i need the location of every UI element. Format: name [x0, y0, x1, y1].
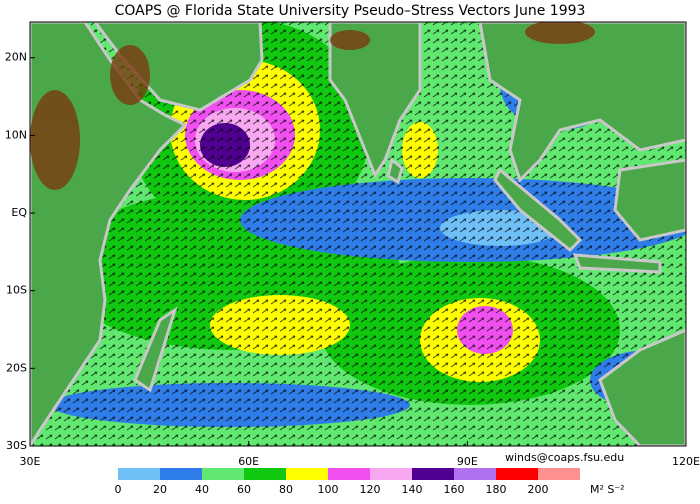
y-tick-label: 20S [6, 361, 27, 374]
x-tick-label: 30E [20, 455, 41, 468]
borneo [613, 158, 686, 242]
colorbar-swatch [244, 468, 286, 480]
x-tick-label: 90E [457, 455, 478, 468]
colorbar-label: 120 [360, 483, 381, 496]
se-asia [478, 22, 686, 183]
colorbar-swatch [454, 468, 496, 480]
x-tick-label: 60E [238, 455, 259, 468]
sri-lanka [386, 157, 404, 185]
credit: winds@coaps.fsu.edu [505, 451, 624, 464]
colorbar-swatch [202, 468, 244, 480]
y-tick-label: 10N [5, 128, 27, 141]
map-frame [29, 21, 687, 447]
y-tick-label: 30S [6, 439, 27, 452]
x-tick-label: 120E [672, 455, 700, 468]
australia [598, 328, 686, 446]
title: COAPS @ Florida State University Pseudo–… [115, 3, 586, 19]
colorbar-swatch [538, 468, 580, 480]
y-tick-label: EQ [11, 206, 27, 219]
colorbar-label: 40 [195, 483, 209, 496]
colorbar-label: 140 [402, 483, 423, 496]
colorbar-label: 180 [486, 483, 507, 496]
colorbar-swatch [160, 468, 202, 480]
madagascar [133, 306, 178, 393]
colorbar-swatch [286, 468, 328, 480]
colorbar-label: 60 [237, 483, 251, 496]
sumatra [493, 167, 583, 253]
y-tick-label: 10S [6, 284, 27, 297]
colorbar-label: 200 [528, 483, 549, 496]
india [328, 22, 422, 179]
colorbar-swatch [496, 468, 538, 480]
colorbar-label: 0 [115, 483, 122, 496]
colorbar-swatch [328, 468, 370, 480]
map-body [30, 22, 686, 446]
colorbar-swatch [370, 468, 412, 480]
colorbar-swatch [118, 468, 160, 480]
java [572, 253, 662, 274]
colorbar-label: 160 [444, 483, 465, 496]
colorbar-units: M² S⁻² [590, 483, 625, 496]
colorbar-label: 20 [153, 483, 167, 496]
colorbar-label: 100 [318, 483, 339, 496]
highlands [30, 22, 595, 190]
colorbar-label: 80 [279, 483, 293, 496]
y-tick-label: 20N [5, 51, 27, 64]
colorbar-swatch [412, 468, 454, 480]
